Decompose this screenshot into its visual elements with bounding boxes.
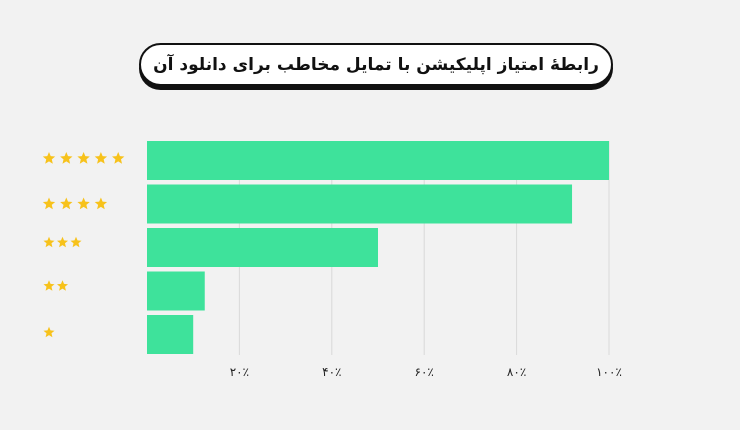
star-icon — [77, 152, 90, 164]
star-icon — [43, 280, 55, 291]
bars — [147, 141, 609, 354]
star-icon — [112, 152, 125, 164]
label-3-stars — [43, 236, 82, 248]
star-icon — [42, 197, 56, 210]
x-tick-label-20: ۲۰٪ — [230, 365, 249, 379]
star-icon — [60, 152, 73, 164]
x-axis-tick-labels: ۲۰٪ ۴۰٪ ۶۰٪ ۸۰٪ ۱۰۰٪ — [230, 365, 622, 379]
label-1-stars — [43, 326, 55, 338]
star-icon — [42, 152, 56, 164]
star-icon — [56, 236, 69, 248]
star-icon — [94, 197, 108, 210]
chart-title: رابطهٔ امتیاز اپلیکیشن با تمایل مخاطب بر… — [139, 43, 613, 86]
star-icon — [43, 236, 55, 248]
star-icon — [94, 152, 108, 164]
star-icon — [70, 236, 82, 248]
star-icon — [60, 197, 73, 210]
bar-4-stars — [147, 184, 573, 224]
label-5-stars — [42, 152, 125, 164]
bar-5-stars — [147, 141, 609, 180]
star-icon — [77, 197, 90, 210]
label-4-stars — [42, 197, 108, 210]
label-2-stars — [43, 280, 69, 291]
star-icon — [43, 326, 55, 338]
star-icon — [56, 280, 69, 291]
y-axis-star-labels — [42, 152, 125, 338]
bar-3-stars — [147, 228, 378, 267]
x-tick-label-60: ۶۰٪ — [415, 365, 434, 379]
x-tick-label-40: ۴۰٪ — [322, 365, 341, 379]
x-tick-label-80: ۸۰٪ — [507, 365, 526, 379]
x-tick-label-100: ۱۰۰٪ — [596, 365, 622, 379]
bar-1-stars — [147, 315, 194, 354]
bar-2-stars — [147, 271, 205, 311]
